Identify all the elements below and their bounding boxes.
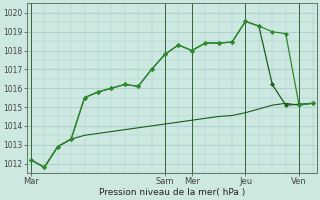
X-axis label: Pression niveau de la mer( hPa ): Pression niveau de la mer( hPa ) — [99, 188, 245, 197]
